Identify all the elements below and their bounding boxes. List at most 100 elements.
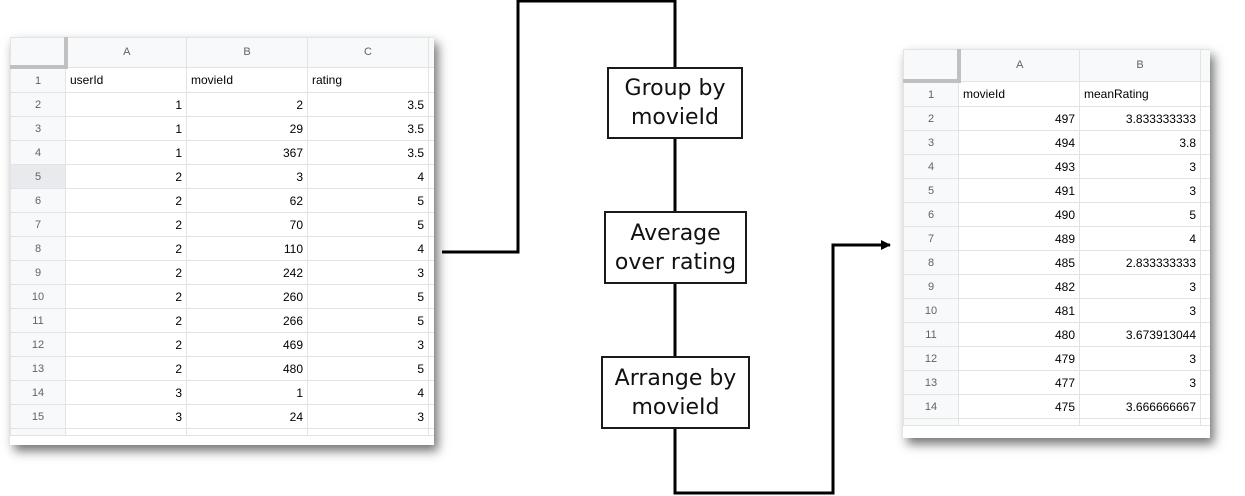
data-cell[interactable]: 481 xyxy=(958,298,1080,323)
row-header[interactable]: 11 xyxy=(903,322,959,347)
data-cell[interactable]: 482 xyxy=(958,274,1080,299)
data-cell[interactable]: 491 xyxy=(958,178,1080,203)
data-cell[interactable]: 3 xyxy=(1079,274,1201,299)
data-cell[interactable]: 477 xyxy=(958,370,1080,395)
data-cell[interactable]: 3 xyxy=(307,260,429,285)
data-cell[interactable]: 3.673913044 xyxy=(1079,322,1201,347)
empty-cell[interactable] xyxy=(1200,274,1210,299)
data-cell[interactable]: 480 xyxy=(186,356,308,381)
data-cell[interactable]: 5 xyxy=(1079,202,1201,227)
data-cell[interactable]: 2 xyxy=(186,92,308,117)
row-header[interactable]: 7 xyxy=(10,212,66,237)
data-cell[interactable]: 2 xyxy=(65,212,187,237)
row-header[interactable]: 4 xyxy=(903,154,959,179)
data-cell[interactable]: 29 xyxy=(186,116,308,141)
table-row: 7 489 4 xyxy=(903,226,1210,251)
empty-cell[interactable] xyxy=(1200,154,1210,179)
empty-cell[interactable] xyxy=(1200,80,1210,107)
empty-cell[interactable] xyxy=(1200,346,1210,371)
empty-cell[interactable] xyxy=(428,428,434,436)
row-header[interactable]: 2 xyxy=(903,106,959,131)
empty-cell[interactable] xyxy=(1200,298,1210,323)
data-cell[interactable]: 485 xyxy=(958,250,1080,275)
data-cell[interactable]: 490 xyxy=(958,202,1080,227)
row-header[interactable]: 5 xyxy=(10,164,66,189)
data-cell[interactable]: 3 xyxy=(1079,370,1201,395)
row-header[interactable]: 12 xyxy=(10,332,66,357)
column-header[interactable]: B xyxy=(186,37,308,68)
row-header[interactable]: 7 xyxy=(903,226,959,251)
header-cell[interactable]: meanRating xyxy=(1079,80,1201,107)
header-cell[interactable]: userId xyxy=(65,66,187,93)
data-cell[interactable]: 24 xyxy=(186,404,308,429)
row-header[interactable]: 9 xyxy=(10,260,66,285)
data-cell[interactable]: 3.833333333 xyxy=(1079,106,1201,131)
empty-cell[interactable] xyxy=(1079,418,1201,426)
data-cell[interactable]: 480 xyxy=(958,322,1080,347)
data-cell[interactable]: 4 xyxy=(1079,226,1201,251)
data-cell[interactable]: 5 xyxy=(307,308,429,333)
data-cell[interactable]: 493 xyxy=(958,154,1080,179)
row-header[interactable]: 14 xyxy=(10,380,66,405)
empty-cell[interactable] xyxy=(1200,106,1210,131)
empty-cell[interactable] xyxy=(958,418,1080,426)
column-header[interactable] xyxy=(1200,49,1210,82)
data-cell[interactable]: 3 xyxy=(1079,346,1201,371)
empty-cell[interactable] xyxy=(1200,418,1210,426)
empty-cell[interactable] xyxy=(1200,130,1210,155)
row-header[interactable] xyxy=(903,418,959,426)
data-cell[interactable]: 494 xyxy=(958,130,1080,155)
row-header[interactable]: 10 xyxy=(10,284,66,309)
data-cell[interactable]: 2 xyxy=(65,284,187,309)
data-cell[interactable]: 3 xyxy=(1079,154,1201,179)
row-header[interactable]: 5 xyxy=(903,178,959,203)
data-cell[interactable]: 497 xyxy=(958,106,1080,131)
column-header[interactable]: C xyxy=(307,37,429,68)
column-header[interactable]: A xyxy=(958,49,1080,82)
row-header[interactable]: 12 xyxy=(903,346,959,371)
data-cell[interactable]: 3.5 xyxy=(307,140,429,165)
data-cell[interactable]: 489 xyxy=(958,226,1080,251)
header-cell[interactable]: rating xyxy=(307,66,429,93)
empty-cell[interactable] xyxy=(1200,394,1210,419)
data-cell[interactable]: 479 xyxy=(958,346,1080,371)
corner-cell[interactable] xyxy=(10,37,68,69)
row-header[interactable]: 2 xyxy=(10,92,66,117)
data-cell[interactable]: 110 xyxy=(186,236,308,261)
data-cell[interactable]: 2.833333333 xyxy=(1079,250,1201,275)
column-header[interactable] xyxy=(428,37,434,68)
data-cell[interactable]: 3 xyxy=(186,164,308,189)
empty-cell[interactable] xyxy=(1200,370,1210,395)
row-header[interactable]: 13 xyxy=(903,370,959,395)
empty-cell[interactable] xyxy=(1200,322,1210,347)
table-row: 10 481 3 xyxy=(903,298,1210,323)
header-cell[interactable]: movieId xyxy=(958,80,1080,107)
data-cell[interactable]: 3 xyxy=(1079,298,1201,323)
row-header[interactable]: 3 xyxy=(10,116,66,141)
data-cell[interactable]: 3.5 xyxy=(307,116,429,141)
row-header[interactable]: 4 xyxy=(10,140,66,165)
data-cell[interactable]: 3.5 xyxy=(307,92,429,117)
row-header[interactable]: 9 xyxy=(903,274,959,299)
data-cell[interactable]: 475 xyxy=(958,394,1080,419)
data-cell[interactable]: 1 xyxy=(65,140,187,165)
corner-cell[interactable] xyxy=(903,49,961,83)
data-cell[interactable]: 3.666666667 xyxy=(1079,394,1201,419)
column-header[interactable]: B xyxy=(1079,49,1201,82)
row-header[interactable]: 8 xyxy=(903,250,959,275)
data-cell[interactable]: 3.8 xyxy=(1079,130,1201,155)
data-cell[interactable]: 4 xyxy=(307,164,429,189)
empty-cell[interactable] xyxy=(1200,226,1210,251)
row-header[interactable]: 1 xyxy=(903,80,959,107)
data-cell[interactable]: 5 xyxy=(307,212,429,237)
row-header[interactable]: 15 xyxy=(10,404,66,429)
empty-cell[interactable] xyxy=(1200,202,1210,227)
row-header[interactable]: 14 xyxy=(903,394,959,419)
empty-cell[interactable] xyxy=(1200,178,1210,203)
data-cell[interactable]: 367 xyxy=(186,140,308,165)
row-header[interactable]: 6 xyxy=(903,202,959,227)
data-cell[interactable]: 3 xyxy=(1079,178,1201,203)
empty-cell[interactable] xyxy=(1200,250,1210,275)
row-header[interactable]: 10 xyxy=(903,298,959,323)
row-header[interactable]: 3 xyxy=(903,130,959,155)
